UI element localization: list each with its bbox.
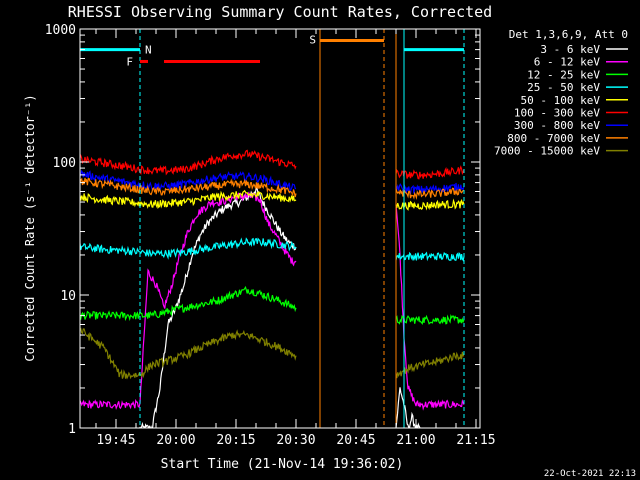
y-tick-label-3: 1000 [45, 23, 76, 38]
series-6-segment-0 [80, 169, 297, 192]
annotation-s: S [309, 33, 316, 46]
series-6-segment-1 [395, 182, 465, 195]
series-8-segment-0 [80, 327, 297, 380]
legend-label-5: 100 - 300 keV [514, 107, 600, 120]
legend-label-7: 800 - 7000 keV [507, 132, 600, 145]
axes-frame: 1 10 100 1000 19:45 20:00 20:15 20:30 20:45 21:00… [45, 23, 496, 448]
legend-label-1: 6 - 12 keV [534, 56, 601, 69]
series-4-segment-0 [80, 189, 297, 210]
legend-label-4: 50 - 100 keV [521, 94, 601, 107]
series-8 [80, 327, 465, 380]
x-tick-label-2: 20:15 [216, 433, 255, 448]
series-3-segment-0 [80, 237, 297, 260]
chart-title: RHESSI Observing Summary Count Rates, Co… [68, 3, 492, 21]
x-axis-label: Start Time (21-Nov-14 19:36:02) [161, 457, 404, 472]
x-tick-label-5: 21:00 [396, 433, 435, 448]
series-7-segment-1 [395, 187, 464, 200]
series-5-segment-0 [80, 149, 297, 176]
series-6 [80, 169, 465, 195]
series-5-segment-1 [395, 165, 465, 180]
series-4-segment-1 [395, 198, 465, 211]
series-2-segment-1 [395, 313, 465, 326]
annotation-f: F [126, 55, 133, 68]
annotation-n: N [145, 44, 152, 57]
series-0 [139, 185, 421, 428]
x-tick-label-6: 21:15 [456, 433, 495, 448]
series-1 [80, 191, 465, 411]
y-tick-label-0: 1 [68, 422, 76, 437]
series-2-segment-0 [80, 285, 297, 322]
x-tick-label-0: 19:45 [96, 433, 135, 448]
series-2 [80, 285, 465, 326]
series-7 [80, 177, 464, 200]
series-1-segment-1 [395, 205, 465, 411]
series-1-segment-0 [80, 191, 297, 411]
series-7-segment-0 [80, 177, 297, 198]
series-8-segment-1 [395, 351, 465, 379]
legend-header: Det 1,3,6,9, Att 0 [509, 28, 628, 41]
legend-label-0: 3 - 6 keV [540, 43, 600, 56]
plot-area: NF S [79, 29, 465, 428]
y-axis-label: Corrected Count Rate (s⁻¹ detector⁻¹) [23, 94, 37, 361]
axes-box [79, 28, 481, 429]
series-3 [80, 237, 465, 262]
plot-timestamp: 22-Oct-2021 22:13 [544, 469, 636, 479]
legend-label-6: 300 - 800 keV [514, 119, 600, 132]
series-0-segment-0 [139, 185, 297, 428]
x-tick-label-1: 20:00 [156, 433, 195, 448]
series-0-segment-1 [395, 387, 421, 428]
series-3-segment-1 [395, 251, 465, 262]
x-tick-label-3: 20:30 [276, 433, 315, 448]
series-5 [80, 149, 465, 180]
legend-label-8: 7000 - 15000 keV [494, 145, 600, 158]
series-4 [80, 189, 465, 211]
series-group [80, 149, 465, 428]
legend-label-3: 25 - 50 keV [527, 81, 600, 94]
x-tick-label-4: 20:45 [336, 433, 375, 448]
y-tick-label-1: 10 [60, 289, 76, 304]
legend-label-2: 12 - 25 keV [527, 68, 600, 81]
y-tick-label-2: 100 [53, 156, 76, 171]
